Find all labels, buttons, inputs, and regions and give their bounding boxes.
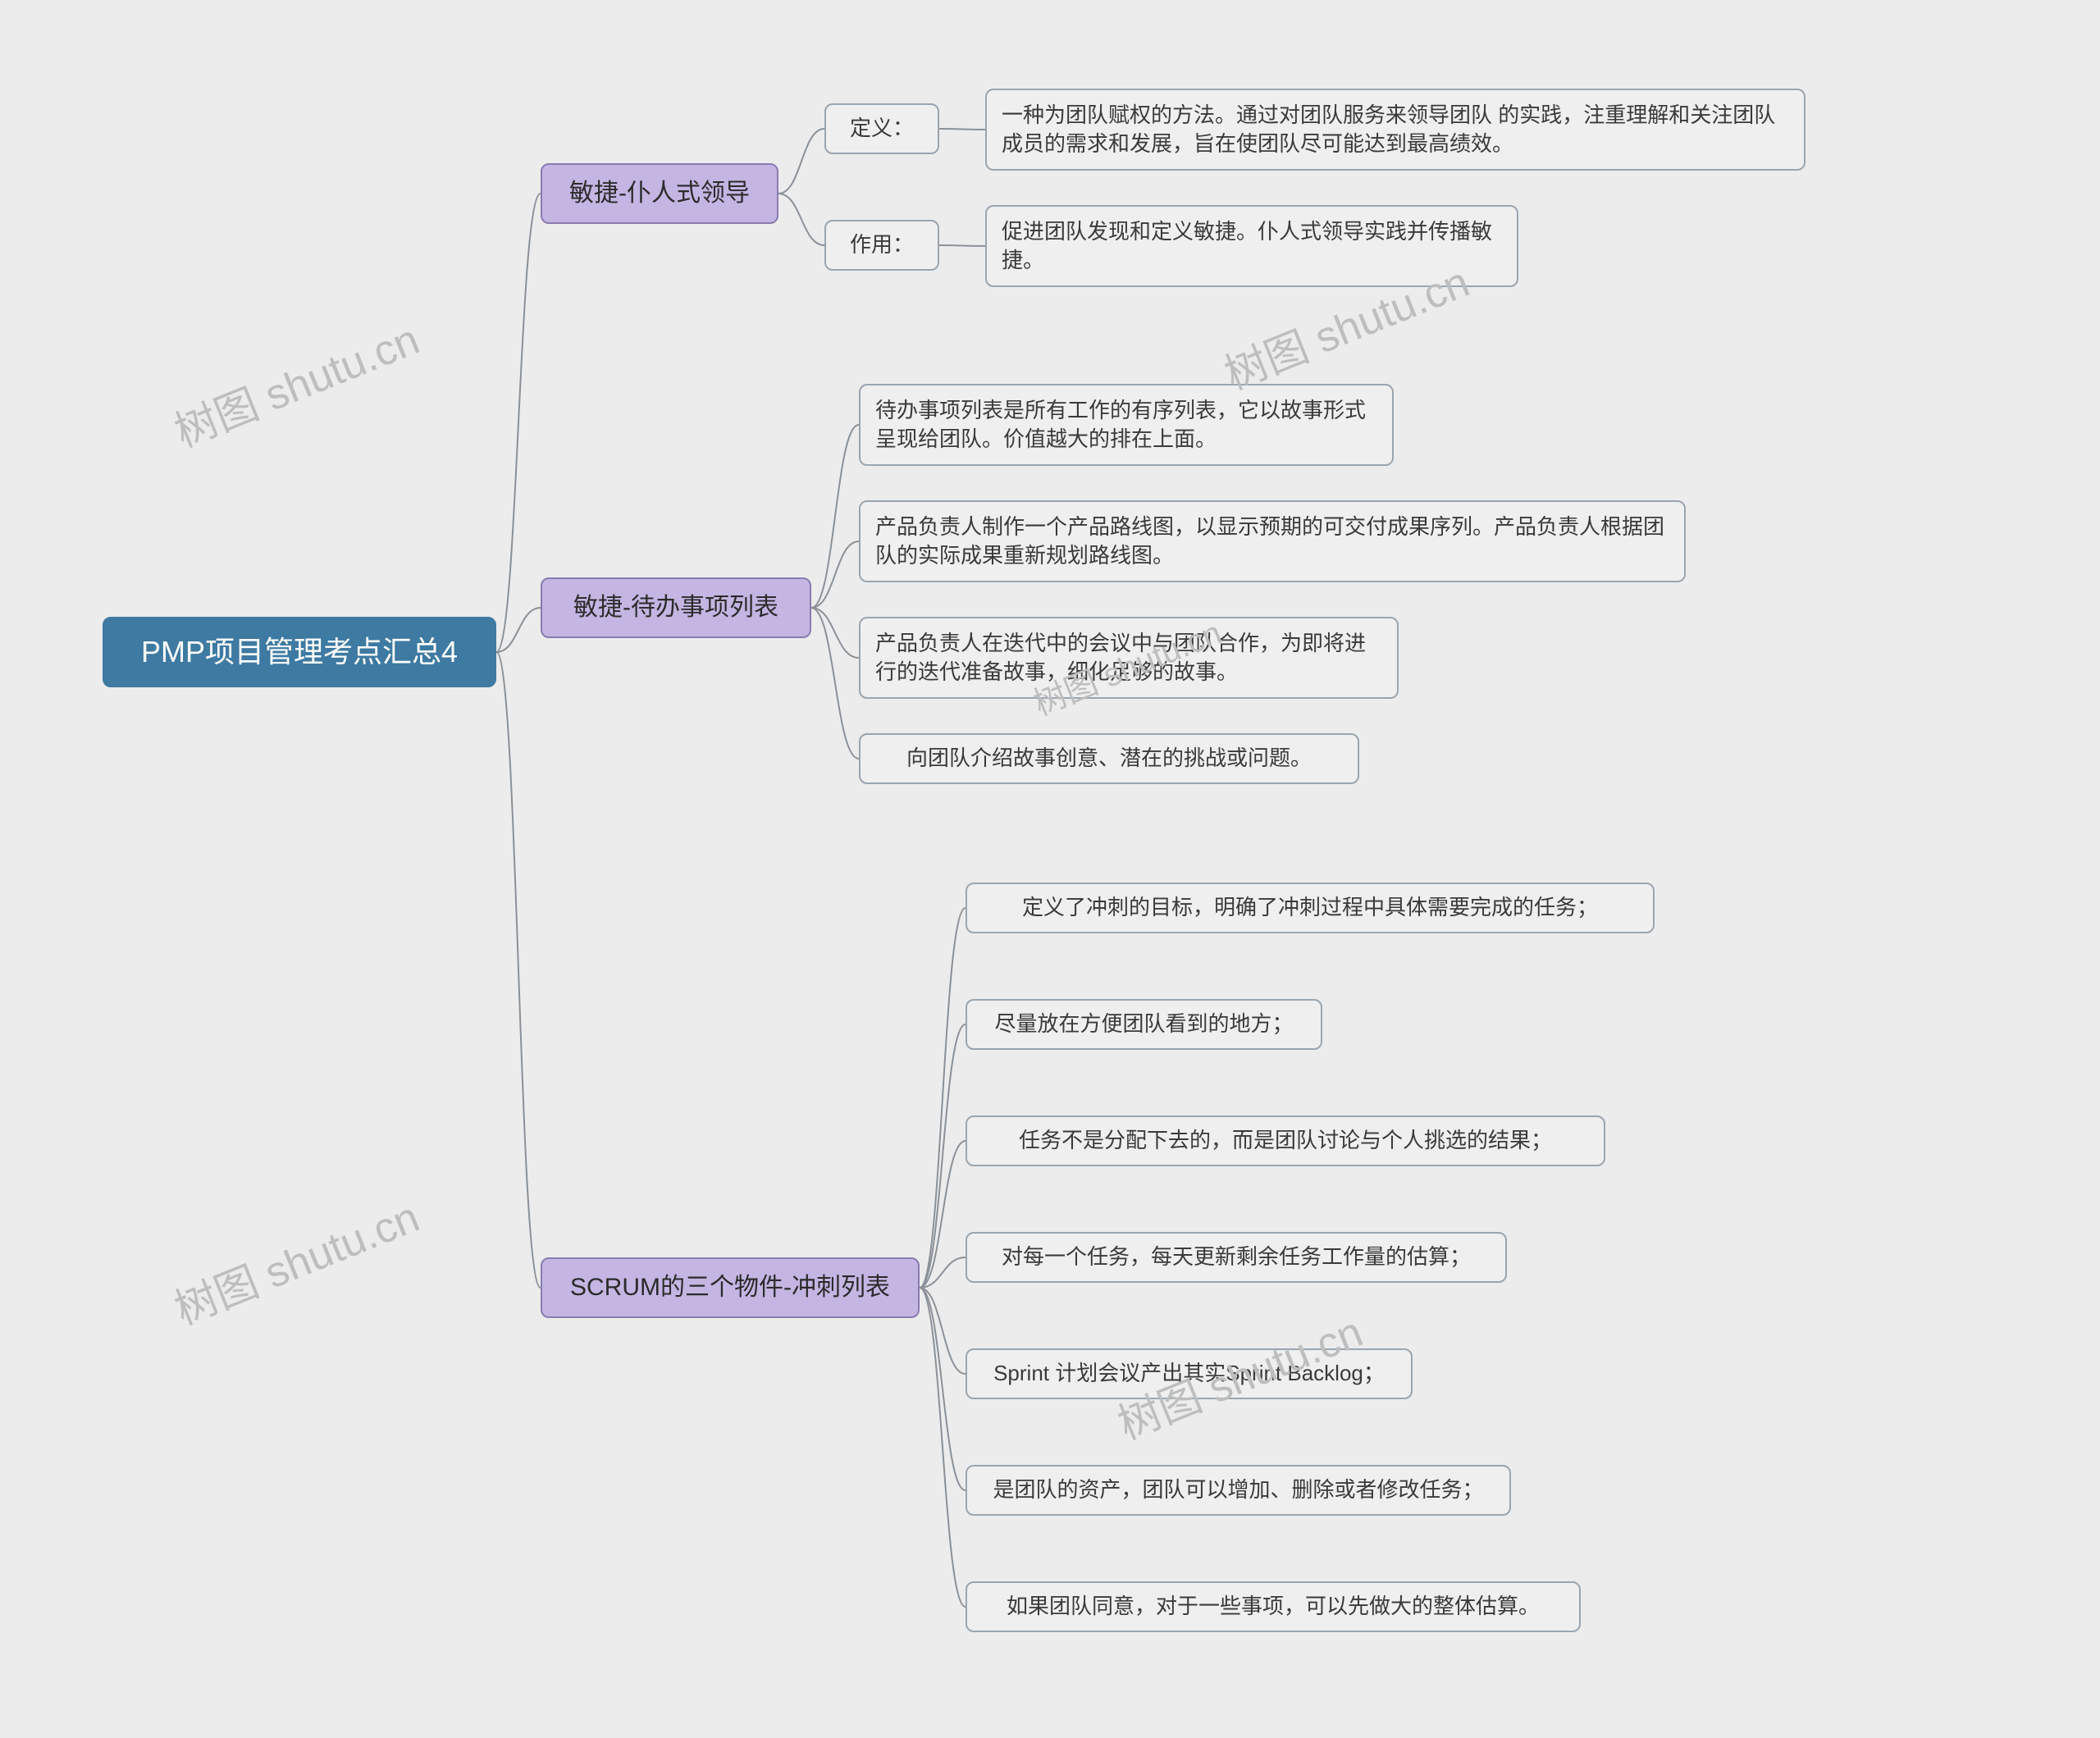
leaf-node[interactable]: 定义： <box>824 103 939 154</box>
connector <box>496 608 541 652</box>
connector <box>778 194 824 245</box>
connector <box>920 1288 966 1490</box>
leaf-node[interactable]: 是团队的资产，团队可以增加、删除或者修改任务； <box>966 1465 1511 1516</box>
leaf-node[interactable]: 对每一个任务，每天更新剩余任务工作量的估算； <box>966 1232 1507 1283</box>
connector <box>811 541 859 608</box>
branch-node[interactable]: SCRUM的三个物件-冲刺列表 <box>541 1257 920 1318</box>
leaf-node[interactable]: 待办事项列表是所有工作的有序列表，它以故事形式呈现给团队。价值越大的排在上面。 <box>859 384 1394 466</box>
node-label: 定义： <box>835 114 929 143</box>
leaf-node[interactable]: 促进团队发现和定义敏捷。仆人式领导实践并传播敏捷。 <box>985 205 1518 287</box>
leaf-node[interactable]: 一种为团队赋权的方法。通过对团队服务来领导团队 的实践，注重理解和关注团队成员的… <box>985 89 1806 171</box>
node-label: 对每一个任务，每天更新剩余任务工作量的估算； <box>987 1243 1486 1271</box>
watermark: 树图 shutu.cn <box>164 305 427 459</box>
node-label: 定义了冲刺的目标，明确了冲刺过程中具体需要完成的任务； <box>1007 893 1613 922</box>
node-label: 尽量放在方便团队看到的地方； <box>979 1010 1308 1038</box>
connector <box>939 129 985 130</box>
mindmap-canvas: PMP项目管理考点汇总4 敏捷-仆人式领导敏捷-待办事项列表 SCRUM的三个物件-… <box>0 0 2100 1738</box>
node-label: 敏捷-仆人式领导 <box>555 177 765 211</box>
branch-node[interactable]: 敏捷-仆人式领导 <box>541 163 778 224</box>
connector <box>920 1024 966 1288</box>
node-label: 如果团队同意，对于一些事项，可以先做大的整体估算。 <box>992 1592 1554 1621</box>
leaf-node[interactable]: 作用： <box>824 220 939 271</box>
connector <box>920 1288 966 1374</box>
node-label: 作用： <box>835 230 929 259</box>
connector <box>811 608 859 658</box>
connector <box>939 245 985 246</box>
node-label: PMP项目管理考点汇总4 <box>126 632 472 673</box>
node-label: 待办事项列表是所有工作的有序列表，它以故事形式呈现给团队。价值越大的排在上面。 <box>861 396 1392 454</box>
branch-node[interactable]: 敏捷-待办事项列表 <box>541 577 811 638</box>
connector <box>496 652 541 1288</box>
leaf-node[interactable]: 尽量放在方便团队看到的地方； <box>966 999 1322 1050</box>
connector <box>920 1141 966 1288</box>
leaf-node[interactable]: 向团队介绍故事创意、潜在的挑战或问题。 <box>859 733 1359 784</box>
node-label: 一种为团队赋权的方法。通过对团队服务来领导团队 的实践，注重理解和关注团队成员的… <box>987 101 1804 158</box>
node-label: Sprint 计划会议产出其实Sprint Backlog； <box>979 1359 1399 1388</box>
node-label: 向团队介绍故事创意、潜在的挑战或问题。 <box>892 744 1326 773</box>
leaf-node[interactable]: 产品负责人在迭代中的会议中与团队合作，为即将进行的迭代准备故事，细化足够的故事。 <box>859 617 1399 699</box>
leaf-node[interactable]: 如果团队同意，对于一些事项，可以先做大的整体估算。 <box>966 1581 1581 1632</box>
leaf-node[interactable]: Sprint 计划会议产出其实Sprint Backlog； <box>966 1348 1413 1399</box>
node-label: 产品负责人制作一个产品路线图，以显示预期的可交付成果序列。产品负责人根据团队的实… <box>861 513 1684 570</box>
node-label: SCRUM的三个物件-冲刺列表 <box>555 1271 905 1305</box>
node-label: 敏捷-待办事项列表 <box>559 591 793 625</box>
node-label: 是团队的资产，团队可以增加、删除或者修改任务； <box>978 1476 1498 1504</box>
node-label: 产品负责人在迭代中的会议中与团队合作，为即将进行的迭代准备故事，细化足够的故事。 <box>861 629 1397 687</box>
connector <box>920 908 966 1288</box>
connector <box>811 608 859 759</box>
connector <box>496 194 541 652</box>
node-label: 促进团队发现和定义敏捷。仆人式领导实践并传播敏捷。 <box>987 217 1517 275</box>
connector <box>778 129 824 194</box>
connector <box>920 1288 966 1607</box>
connector <box>920 1257 966 1288</box>
leaf-node[interactable]: 任务不是分配下去的，而是团队讨论与个人挑选的结果； <box>966 1115 1605 1166</box>
leaf-node[interactable]: 定义了冲刺的目标，明确了冲刺过程中具体需要完成的任务； <box>966 883 1655 933</box>
watermark: 树图 shutu.cn <box>164 1183 427 1337</box>
node-label: 任务不是分配下去的，而是团队讨论与个人挑选的结果； <box>1004 1126 1567 1155</box>
leaf-node[interactable]: 产品负责人制作一个产品路线图，以显示预期的可交付成果序列。产品负责人根据团队的实… <box>859 500 1686 582</box>
connector <box>811 425 859 608</box>
root-node[interactable]: PMP项目管理考点汇总4 <box>103 617 496 687</box>
